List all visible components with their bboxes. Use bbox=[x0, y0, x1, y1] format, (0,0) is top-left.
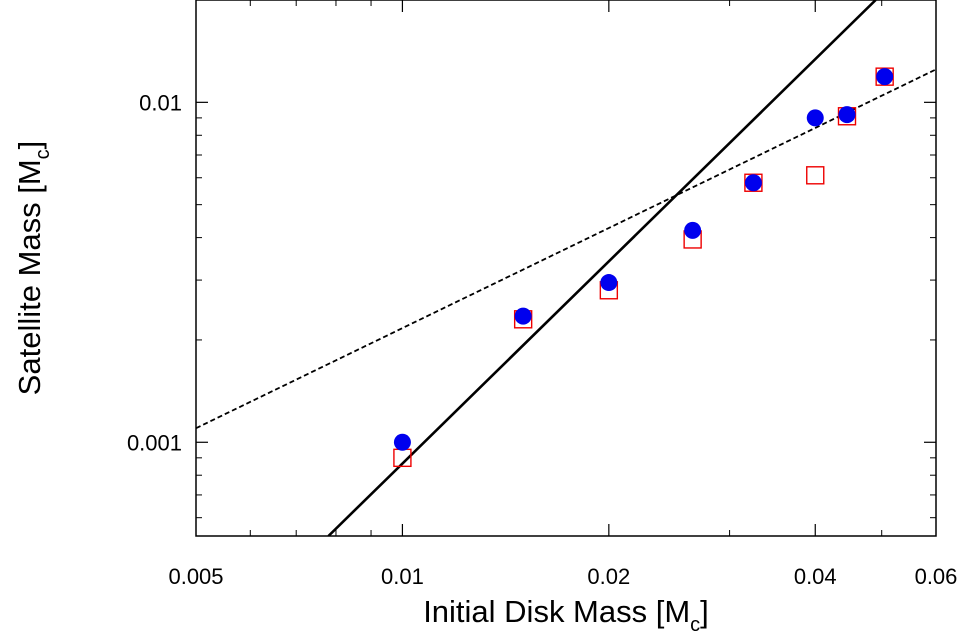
square-marker bbox=[806, 166, 825, 185]
fit-lines bbox=[196, 0, 936, 536]
x-tick-label: 0.005 bbox=[168, 564, 223, 589]
y-tick-label: 0.001 bbox=[127, 430, 182, 455]
y-axis-label: Satellite Mass [Mc] bbox=[12, 141, 54, 396]
plot-frame bbox=[195, 0, 937, 537]
axis-ticks bbox=[196, 0, 936, 536]
x-tick-label: 0.06 bbox=[915, 564, 958, 589]
circle-marker bbox=[876, 68, 894, 86]
circle-marker bbox=[600, 274, 618, 292]
dashed-fit-line bbox=[196, 68, 936, 430]
data-points bbox=[393, 67, 894, 468]
circle-marker bbox=[684, 221, 702, 239]
x-axis-label: Initial Disk Mass [Mc] bbox=[423, 594, 709, 636]
x-tick-label: 0.04 bbox=[794, 564, 837, 589]
circle-marker bbox=[838, 106, 856, 124]
circle-marker bbox=[514, 307, 532, 325]
circle-marker bbox=[806, 109, 824, 127]
y-tick-label: 0.01 bbox=[139, 90, 182, 115]
tick-labels: 0.005 0.01 0.02 0.04 0.06 0.001 0.01 bbox=[127, 90, 957, 589]
solid-fit-line bbox=[327, 0, 877, 536]
x-tick-label: 0.01 bbox=[381, 564, 424, 589]
x-tick-label: 0.02 bbox=[587, 564, 630, 589]
circle-marker bbox=[744, 174, 762, 192]
circle-marker bbox=[393, 433, 411, 451]
